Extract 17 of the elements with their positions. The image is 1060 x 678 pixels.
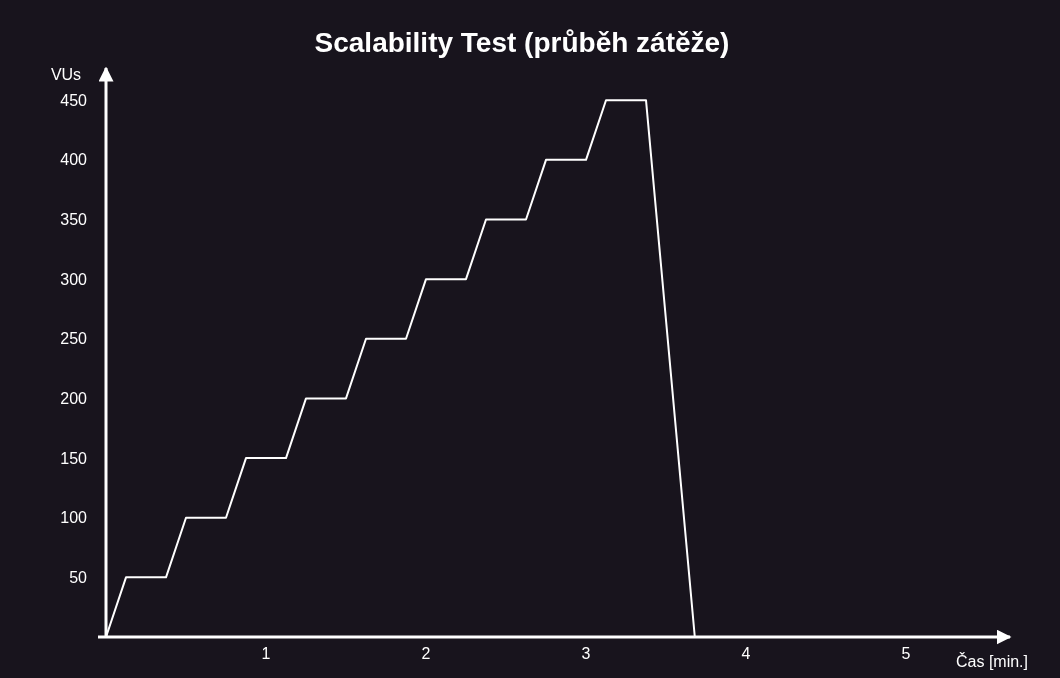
x-axis-title: Čas [min.]	[955, 652, 1028, 670]
x-tick-label: 2	[421, 644, 431, 662]
y-tick-label: 450	[60, 91, 88, 109]
x-tick-label: 3	[581, 644, 591, 662]
y-tick-label: 350	[60, 210, 88, 228]
y-tick-label: 300	[60, 270, 88, 288]
x-tick-label: 5	[901, 644, 911, 662]
chart-title: Scalability Test (průběh zátěže)	[314, 27, 730, 58]
y-tick-label: 250	[60, 330, 88, 348]
x-tick-label: 4	[741, 644, 751, 662]
y-tick-label: 100	[60, 509, 88, 527]
y-tick-label: 50	[69, 568, 88, 586]
x-tick-label: 1	[261, 644, 271, 662]
y-tick-label: 200	[60, 389, 88, 407]
y-axis-title: VUs	[50, 66, 82, 83]
y-tick-label: 150	[60, 449, 88, 467]
y-tick-label: 400	[60, 151, 88, 169]
